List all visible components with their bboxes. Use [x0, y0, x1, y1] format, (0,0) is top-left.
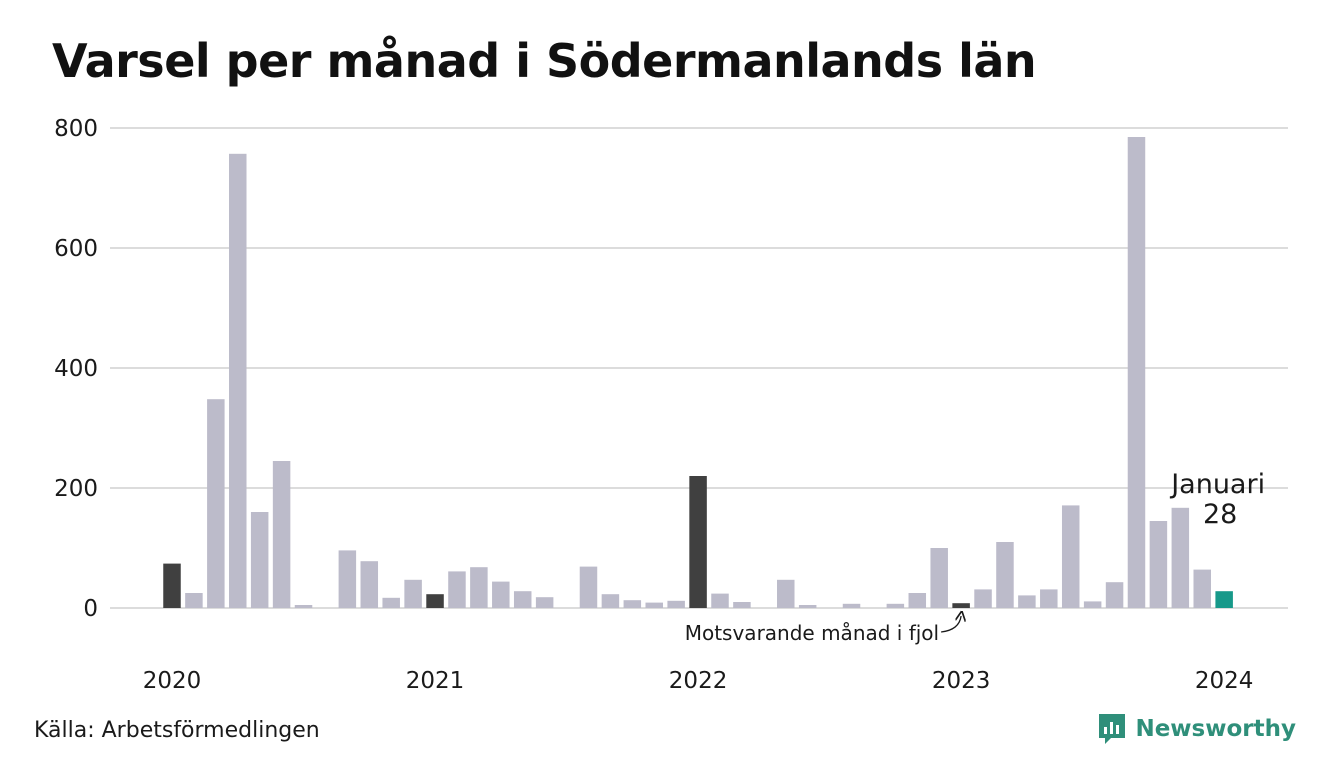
bar-2020-09: [338, 550, 357, 608]
y-tick-label: 400: [54, 356, 98, 382]
x-year-label-2021: 2021: [406, 668, 465, 694]
bar-2023-01: [952, 603, 970, 608]
bar-2020-07: [294, 605, 313, 608]
x-year-label-2022: 2022: [669, 668, 728, 694]
bar-2022-11: [908, 593, 927, 608]
bar-2021-12: [667, 600, 685, 608]
bar-2020-06: [272, 461, 291, 608]
bar-2023-12: [1193, 569, 1211, 608]
bar-2020-01: [163, 563, 181, 608]
highlight-month-label: Januari: [1169, 469, 1265, 500]
bars: [163, 137, 1233, 609]
bar-2020-03: [207, 399, 225, 608]
bar-2020-11: [382, 597, 400, 608]
bar-2023-06: [1061, 505, 1080, 608]
bar-2023-08: [1105, 582, 1124, 608]
highlight-callout: Januari 28: [1169, 469, 1265, 530]
bar-2021-11: [645, 602, 663, 608]
bar-2022-06: [798, 605, 817, 608]
bar-2023-11: [1171, 507, 1190, 608]
bar-2020-04: [229, 153, 247, 609]
bar-2021-08: [579, 566, 598, 608]
brand-name: Newsworthy: [1135, 716, 1296, 742]
bar-2023-09: [1127, 137, 1146, 608]
bar-2020-02: [185, 593, 203, 608]
bar-2021-02: [448, 571, 466, 608]
x-year-label-2020: 2020: [143, 668, 202, 694]
y-tick-label: 800: [54, 116, 98, 142]
x-year-label-2023: 2023: [932, 668, 991, 694]
x-axis-year-labels: 2020 2021 2022 2023 2024: [143, 668, 1254, 694]
annotation-arrow: [941, 616, 961, 633]
x-year-label-2024: 2024: [1195, 668, 1254, 694]
annotation-label: Motsvarande månad i fjol: [685, 621, 939, 645]
bar-2022-02: [711, 593, 729, 608]
bar-2021-04: [492, 581, 510, 608]
chart-title: Varsel per månad i Södermanlands län: [52, 34, 1037, 88]
annotation: Motsvarande månad i fjol: [685, 616, 961, 645]
bar-2023-10: [1149, 521, 1168, 608]
brand-logo: Newsworthy: [1097, 712, 1296, 746]
bar-2021-03: [470, 567, 488, 608]
bar-2020-12: [404, 579, 422, 608]
bar-2023-07: [1083, 601, 1102, 608]
bar-2022-01: [689, 476, 707, 608]
bar-2023-04: [1018, 595, 1036, 608]
bar-2022-08: [842, 603, 861, 608]
bar-2020-05: [250, 512, 269, 608]
newsworthy-logo-icon: [1099, 714, 1126, 744]
bar-2024-01: [1215, 591, 1233, 608]
bar-2022-10: [886, 603, 905, 608]
bar-2021-10: [623, 600, 642, 608]
bar-2020-10: [360, 561, 379, 608]
bar-2021-06: [535, 597, 554, 608]
y-axis-tick-labels: 0 200 400 600 800: [54, 116, 98, 622]
bar-2022-12: [930, 548, 948, 608]
bar-2022-03: [733, 602, 751, 608]
y-tick-label: 600: [54, 236, 98, 262]
y-tick-label: 200: [54, 476, 98, 502]
bar-chart: 0 200 400 600 800 2020 2021 2022 2023 2024 Motsv…: [54, 116, 1288, 694]
source-credit: Källa: Arbetsförmedlingen: [34, 718, 320, 743]
bar-2022-05: [777, 579, 795, 608]
bar-2021-01: [426, 594, 444, 608]
y-tick-label: 0: [83, 596, 98, 622]
bar-2023-02: [974, 589, 992, 608]
bar-2023-03: [996, 542, 1014, 608]
bar-2021-09: [601, 594, 620, 608]
bar-2023-05: [1040, 589, 1058, 608]
highlight-value-label: 28: [1203, 499, 1237, 530]
bar-2021-05: [513, 591, 532, 608]
